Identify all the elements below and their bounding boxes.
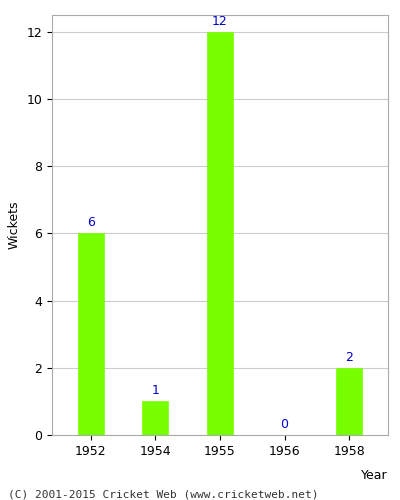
Text: (C) 2001-2015 Cricket Web (www.cricketweb.net): (C) 2001-2015 Cricket Web (www.cricketwe… [8,490,318,500]
Y-axis label: Wickets: Wickets [8,200,21,249]
Bar [142,402,168,435]
Bar [207,32,233,435]
Text: 6: 6 [87,216,95,230]
Text: 2: 2 [345,351,353,364]
Text: 12: 12 [212,15,228,28]
Text: Year: Year [361,468,388,481]
Bar [336,368,362,435]
Text: 1: 1 [152,384,159,398]
Bar [78,234,104,435]
Text: 0: 0 [281,418,289,431]
